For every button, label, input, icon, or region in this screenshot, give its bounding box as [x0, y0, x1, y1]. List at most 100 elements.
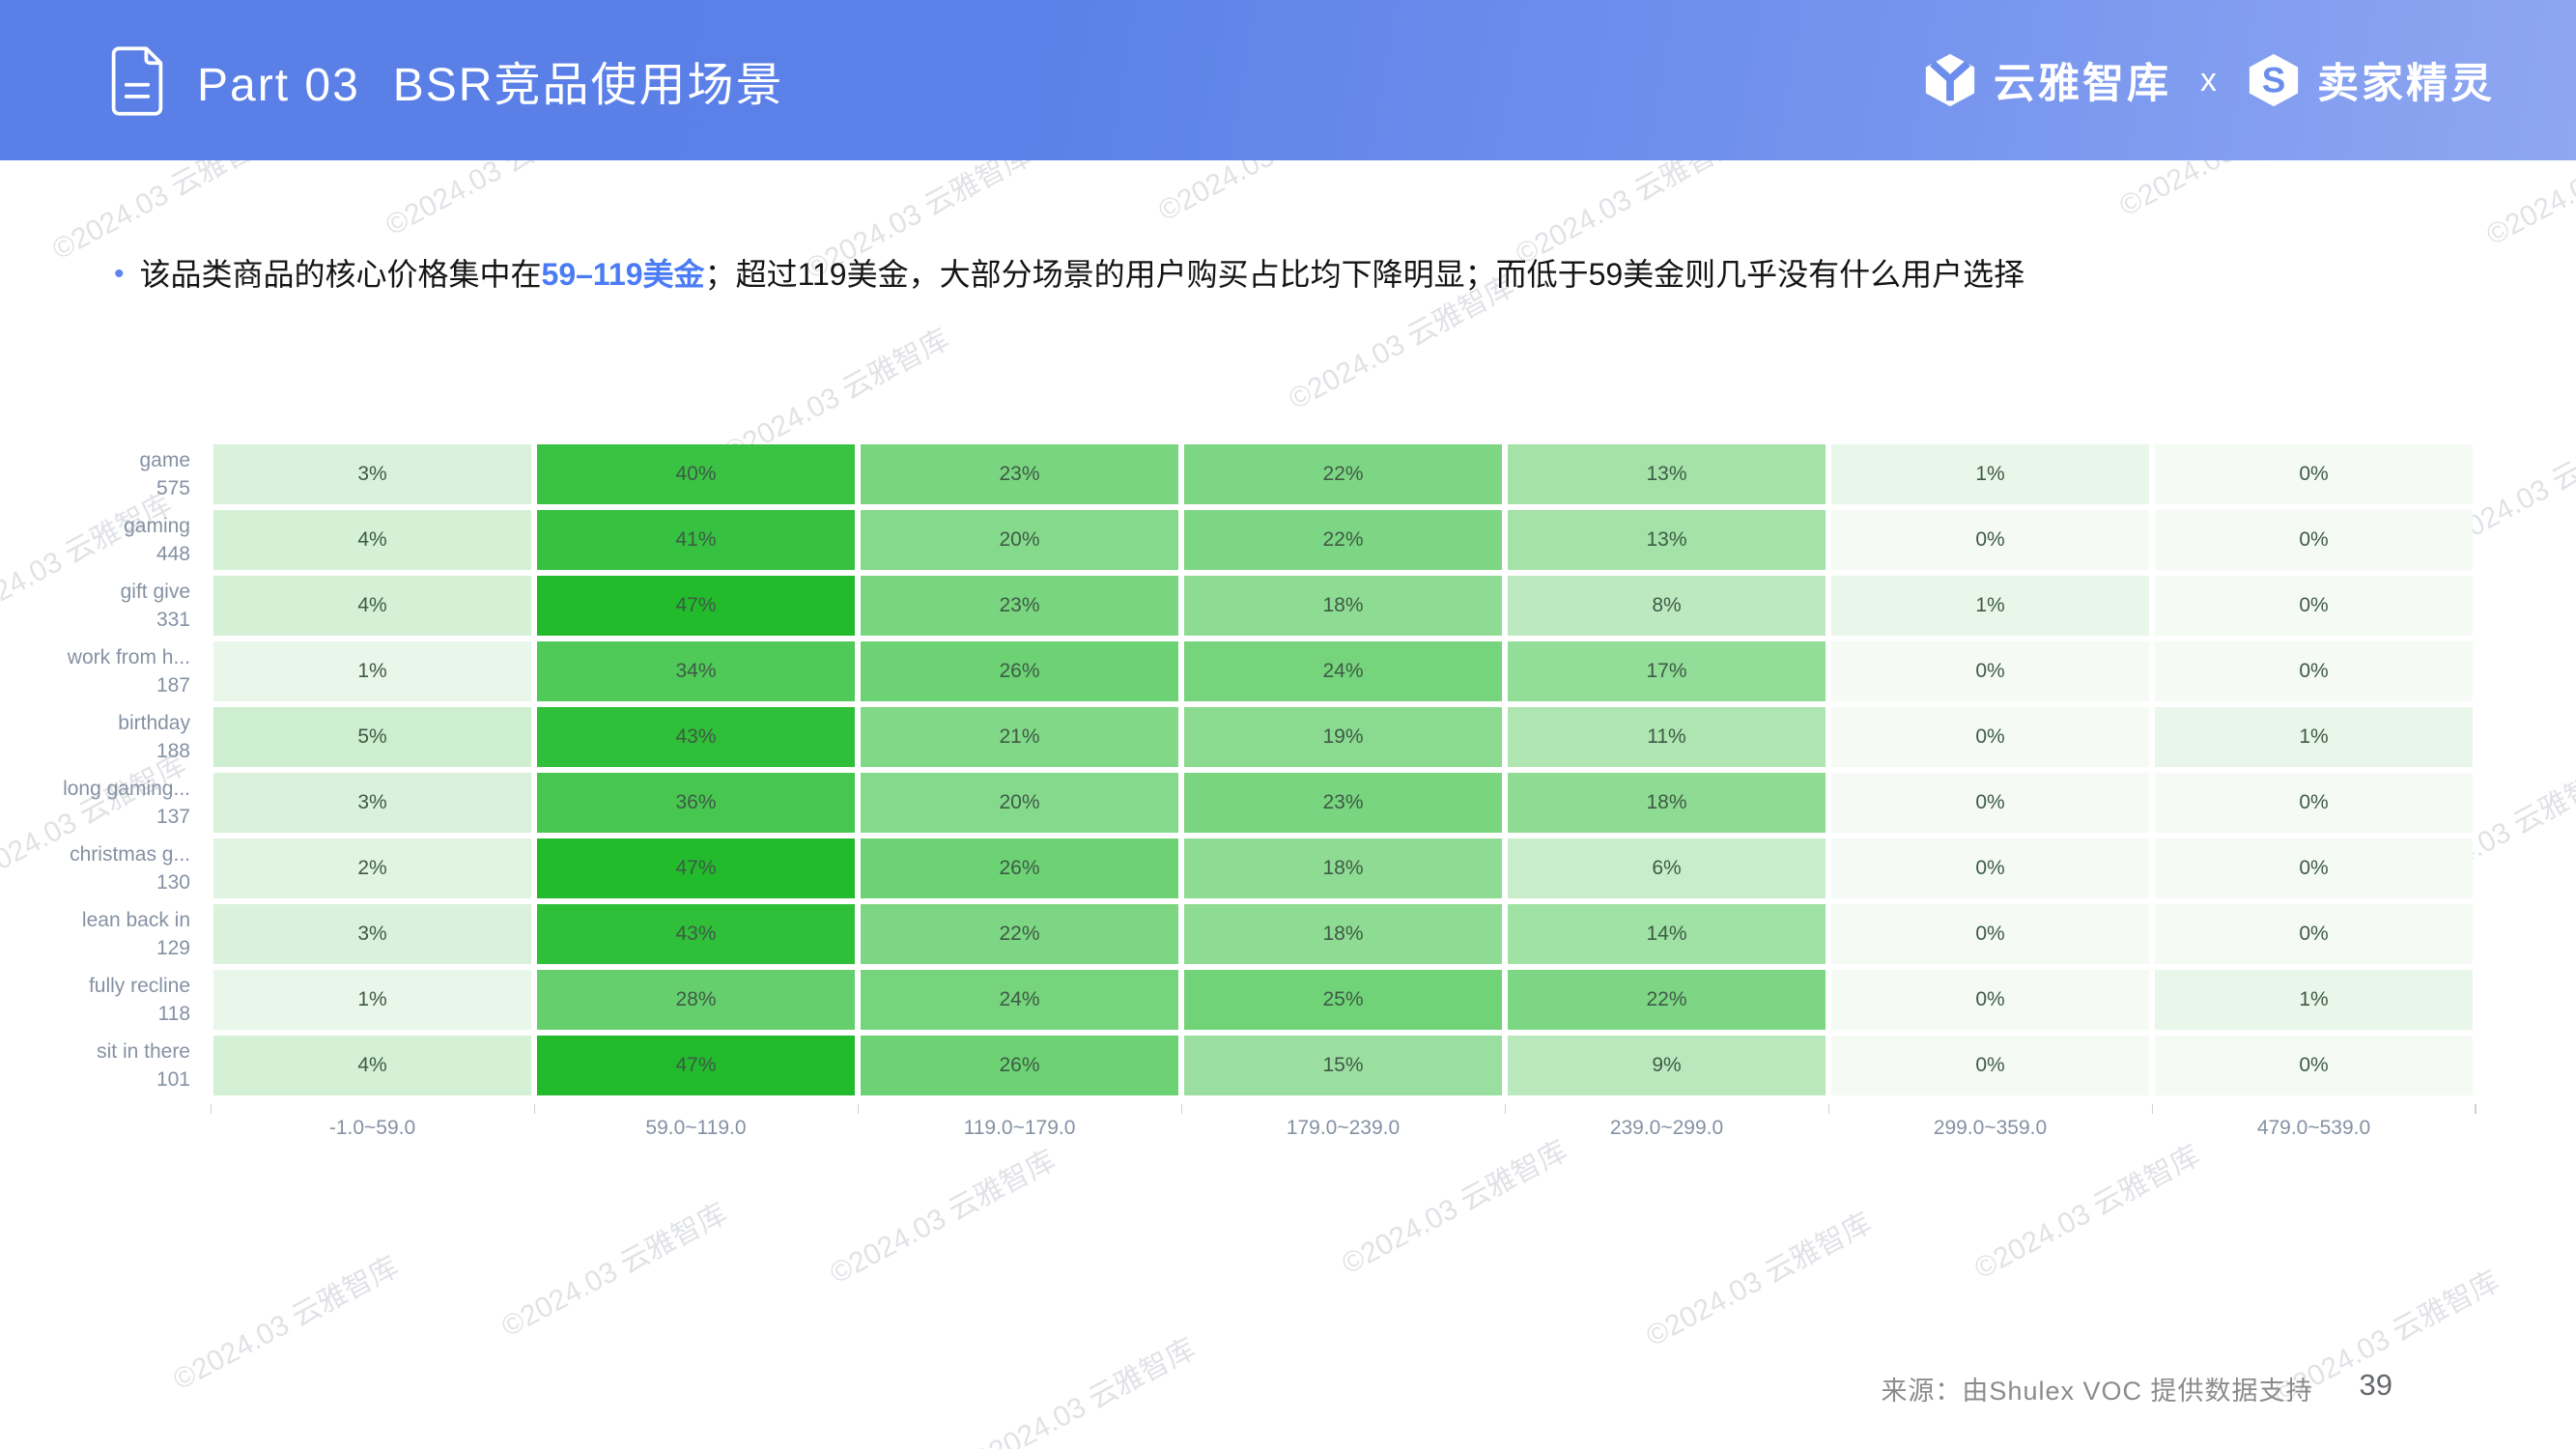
x-axis-label: 479.0~539.0: [2151, 1101, 2477, 1145]
insight-highlight: 59–119美金: [541, 257, 705, 292]
x-axis-label: 119.0~179.0: [857, 1101, 1178, 1145]
row-count: 130: [156, 871, 190, 894]
x-axis-label: 239.0~299.0: [1504, 1101, 1826, 1145]
page-title-main: BSR竞品使用场景: [392, 60, 784, 111]
heatmap-cell: 0%: [2155, 1036, 2473, 1095]
page-title: Part 03 BSR竞品使用场景: [197, 46, 783, 114]
row-label: gift give 331: [0, 576, 208, 636]
watermark: ©2024.03 云雅智库: [1641, 1207, 1878, 1353]
heatmap-cell: 0%: [2155, 773, 2473, 833]
row-label: birthday 188: [0, 707, 208, 767]
row-term: birthday: [118, 711, 190, 734]
heatmap-cell: 23%: [1184, 773, 1502, 833]
heatmap-cell: 0%: [1831, 641, 2149, 701]
heatmap-cell: 13%: [1508, 510, 1826, 570]
heatmap-cell: 0%: [2155, 904, 2473, 964]
heatmap-cell: 2%: [213, 838, 531, 898]
row-label: fully recline 118: [0, 970, 208, 1030]
heatmap-cell: 1%: [1831, 444, 2149, 504]
page-number: 39: [2359, 1367, 2392, 1402]
brand-left-label: 云雅智库: [1994, 61, 2171, 107]
row-label: lean back in 129: [0, 904, 208, 964]
insight-bullet: • 该品类商品的核心价格集中在59–119美金；超过119美金，大部分场景的用户…: [114, 253, 2024, 296]
heatmap-cell: 26%: [861, 1036, 1178, 1095]
row-term: gaming: [124, 514, 190, 537]
row-count: 575: [156, 477, 190, 499]
heatmap-cell: 3%: [213, 444, 531, 504]
heatmap-cell: 0%: [1831, 838, 2149, 898]
svg-text:S: S: [2262, 61, 2286, 100]
heatmap-cell: 20%: [861, 510, 1178, 570]
brand-right-label: 卖家精灵: [2317, 61, 2495, 107]
row-term: lean back in: [81, 908, 190, 931]
document-icon: [111, 46, 163, 116]
row-term: game: [139, 448, 190, 471]
heatmap-cell: 4%: [213, 1036, 531, 1095]
heatmap-cell: 43%: [537, 707, 855, 767]
row-term: christmas g...: [70, 842, 190, 866]
x-axis-label: 179.0~239.0: [1180, 1101, 1502, 1145]
row-count: 187: [156, 674, 190, 696]
heatmap-cell: 0%: [1831, 904, 2149, 964]
heatmap-cell: 28%: [537, 970, 855, 1030]
row-count: 118: [157, 1003, 190, 1025]
watermark: ©2024.03 云雅智库: [965, 1332, 1202, 1449]
heatmap-cell: 47%: [537, 1036, 855, 1095]
heatmap-cell: 8%: [1508, 576, 1826, 636]
row-label: gaming 448: [0, 510, 208, 570]
row-term: fully recline: [88, 974, 190, 997]
heatmap-cell: 1%: [2155, 970, 2473, 1030]
x-axis-label: 299.0~359.0: [1827, 1101, 2149, 1145]
heatmap-cell: 22%: [1184, 510, 1502, 570]
watermark: ©2024.03 云雅智库: [168, 1250, 405, 1397]
row-term: work from h...: [67, 645, 190, 668]
heatmap-cell: 3%: [213, 904, 531, 964]
row-count: 188: [156, 740, 190, 762]
heatmap-cell: 24%: [1184, 641, 1502, 701]
heatmap-cell: 20%: [861, 773, 1178, 833]
row-term: long gaming...: [63, 777, 190, 800]
x-axis-label: -1.0~59.0: [210, 1101, 531, 1145]
heatmap: game 575 3% 40% 23% 22% 13% 1% 0% gaming 448 4% 41% 2…: [0, 444, 2477, 1161]
heatmap-cell: 14%: [1508, 904, 1826, 964]
heatmap-cell: 1%: [1831, 576, 2149, 636]
heatmap-cell: 1%: [2155, 707, 2473, 767]
heatmap-cell: 26%: [861, 641, 1178, 701]
heatmap-cell: 47%: [537, 838, 855, 898]
row-count: 129: [156, 937, 190, 959]
x-axis-label: 59.0~119.0: [533, 1101, 855, 1145]
heatmap-cell: 1%: [213, 641, 531, 701]
heatmap-cell: 23%: [861, 444, 1178, 504]
heatmap-cell: 24%: [861, 970, 1178, 1030]
row-count: 137: [156, 806, 190, 828]
heatmap-cell: 22%: [1508, 970, 1826, 1030]
heatmap-cell: 0%: [2155, 838, 2473, 898]
heatmap-cell: 0%: [2155, 576, 2473, 636]
heatmap-cell: 47%: [537, 576, 855, 636]
row-count: 448: [156, 543, 190, 565]
heatmap-cell: 0%: [2155, 510, 2473, 570]
heatmap-cell: 17%: [1508, 641, 1826, 701]
heatmap-cell: 1%: [213, 970, 531, 1030]
heatmap-cell: 6%: [1508, 838, 1826, 898]
heatmap-cell: 4%: [213, 576, 531, 636]
row-label: long gaming... 137: [0, 773, 208, 833]
row-label: sit in there 101: [0, 1036, 208, 1095]
heatmap-cell: 0%: [1831, 707, 2149, 767]
watermark: ©2024.03 云雅智库: [496, 1197, 733, 1344]
heatmap-cell: 18%: [1184, 904, 1502, 964]
heatmap-cell: 41%: [537, 510, 855, 570]
heatmap-cell: 11%: [1508, 707, 1826, 767]
heatmap-cell: 21%: [861, 707, 1178, 767]
heatmap-cell: 15%: [1184, 1036, 1502, 1095]
heatmap-cell: 36%: [537, 773, 855, 833]
sellersprite-logo-icon: S: [2249, 53, 2299, 107]
brand-group: 云雅智库 x S 卖家精灵: [1922, 50, 2495, 110]
footer: 来源：由Shulex VOC 提供数据支持 39: [1881, 1367, 2392, 1407]
heatmap-cell: 3%: [213, 773, 531, 833]
header-title-group: Part 03 BSR竞品使用场景: [108, 44, 783, 116]
insight-text: 该品类商品的核心价格集中在59–119美金；超过119美金，大部分场景的用户购买…: [139, 257, 2025, 292]
axis-spacer: [0, 1101, 208, 1145]
row-count: 101: [156, 1068, 190, 1091]
heatmap-cell: 22%: [1184, 444, 1502, 504]
